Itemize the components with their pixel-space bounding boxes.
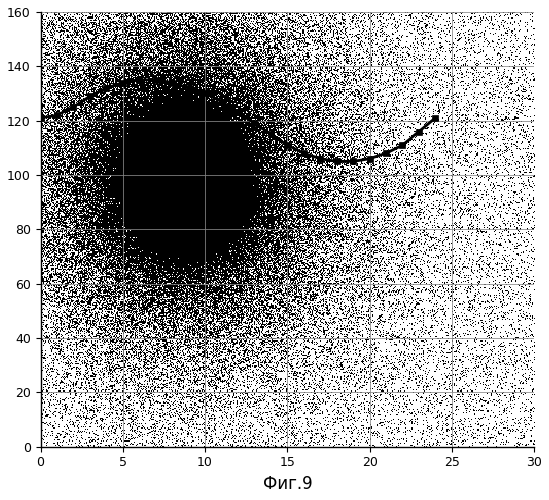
X-axis label: Фиг.9: Фиг.9: [262, 475, 312, 493]
